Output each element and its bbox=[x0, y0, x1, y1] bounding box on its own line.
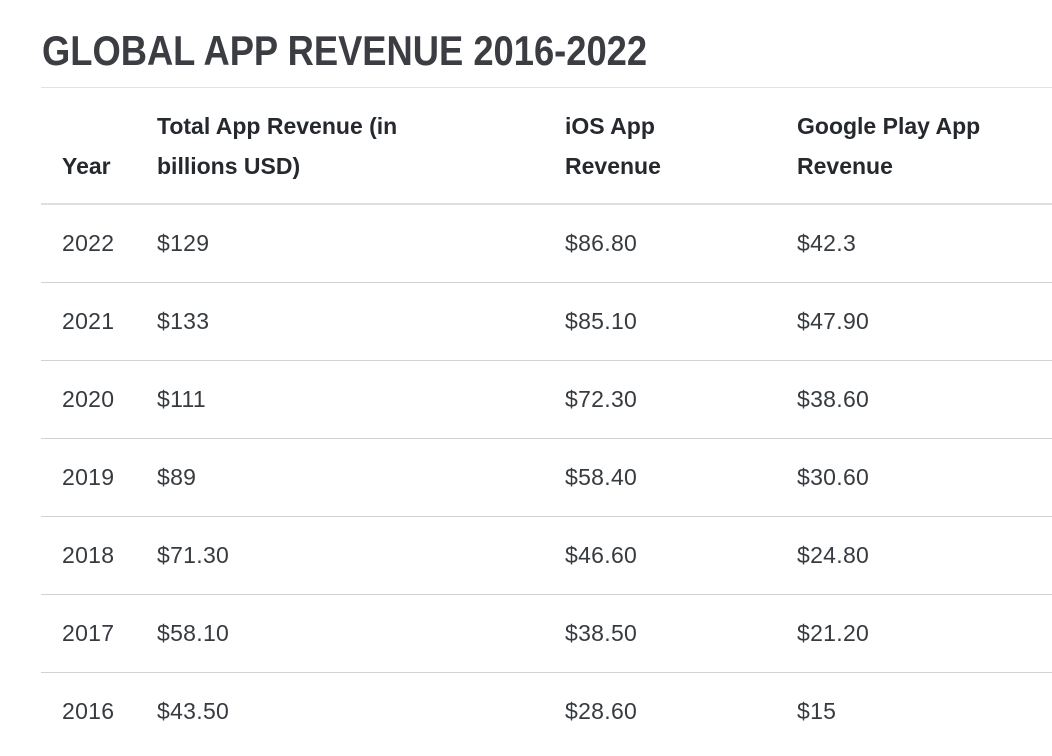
total-revenue-cell: $129 bbox=[137, 204, 545, 284]
google-play-revenue-cell: $42.3 bbox=[777, 204, 1052, 284]
total-revenue-cell: $133 bbox=[137, 282, 545, 362]
total-revenue-cell: $43.50 bbox=[157, 698, 230, 725]
ios-revenue-cell: $38.50 bbox=[545, 594, 777, 674]
column-header-total-revenue-label: Total App Revenue (in billions USD) bbox=[157, 113, 398, 180]
year-cell: 2017 bbox=[41, 594, 137, 674]
ios-revenue-cell: $28.60 bbox=[565, 698, 638, 725]
table-row: 2017 $58.10 $38.50 $21.20 bbox=[41, 594, 1052, 674]
google-play-revenue-cell: $24.80 bbox=[777, 516, 1052, 596]
year-cell: 2020 bbox=[41, 360, 137, 440]
header-row: Year Total App Revenue (in billions USD)… bbox=[41, 87, 1052, 206]
table-row: 2022 $129 $86.80 $42.3 bbox=[41, 204, 1052, 284]
ios-revenue-cell: $58.40 bbox=[545, 438, 777, 518]
column-header-google-play-revenue-label: Google Play App Revenue bbox=[797, 113, 981, 180]
table-header: Year Total App Revenue (in billions USD)… bbox=[41, 87, 1052, 206]
table-row: 2018 $71.30 $46.60 $24.80 bbox=[41, 516, 1052, 596]
year-cell: 2018 bbox=[41, 516, 137, 596]
table-body: 2022 $129 $86.80 $42.3 2021 $133 $85.10 … bbox=[41, 204, 1052, 750]
page-title: GLOBAL APP REVENUE 2016-2022 bbox=[42, 27, 648, 74]
year-cell: 2022 bbox=[41, 204, 137, 284]
table-row: 2021 $133 $85.10 $47.90 bbox=[41, 282, 1052, 362]
google-play-revenue-cell: $21.20 bbox=[777, 594, 1052, 674]
column-header-ios-revenue: iOS App Revenue bbox=[545, 87, 777, 206]
column-header-year: Year bbox=[41, 87, 137, 206]
table-row: 2020 $111 $72.30 $38.60 bbox=[41, 360, 1052, 440]
total-revenue-cell: $89 bbox=[137, 438, 545, 518]
revenue-table: Year Total App Revenue (in billions USD)… bbox=[41, 87, 1052, 750]
column-header-google-play-revenue: Google Play App Revenue bbox=[777, 87, 1052, 206]
year-cell: 2021 bbox=[41, 282, 137, 362]
total-revenue-cell: $71.30 bbox=[137, 516, 545, 596]
table-row: 2016 $43.50 $28.60 $15 bbox=[41, 673, 1052, 751]
google-play-revenue-cell: $38.60 bbox=[777, 360, 1052, 440]
column-header-year-label: Year bbox=[62, 153, 111, 180]
ios-revenue-cell: $85.10 bbox=[545, 282, 777, 362]
column-header-total-revenue: Total App Revenue (in billions USD) bbox=[137, 87, 545, 206]
google-play-revenue-cell: $30.60 bbox=[777, 438, 1052, 518]
ios-revenue-cell: $46.60 bbox=[545, 516, 777, 596]
total-revenue-cell: $58.10 bbox=[137, 594, 545, 674]
year-cell: 2016 bbox=[62, 698, 115, 725]
ios-revenue-cell: $86.80 bbox=[545, 204, 777, 284]
google-play-revenue-cell: $47.90 bbox=[777, 282, 1052, 362]
column-header-ios-revenue-label: iOS App Revenue bbox=[565, 113, 661, 180]
year-cell: 2019 bbox=[41, 438, 137, 518]
ios-revenue-cell: $72.30 bbox=[545, 360, 777, 440]
table-row: 2019 $89 $58.40 $30.60 bbox=[41, 438, 1052, 518]
google-play-revenue-cell: $15 bbox=[797, 698, 837, 725]
total-revenue-cell: $111 bbox=[137, 360, 545, 440]
